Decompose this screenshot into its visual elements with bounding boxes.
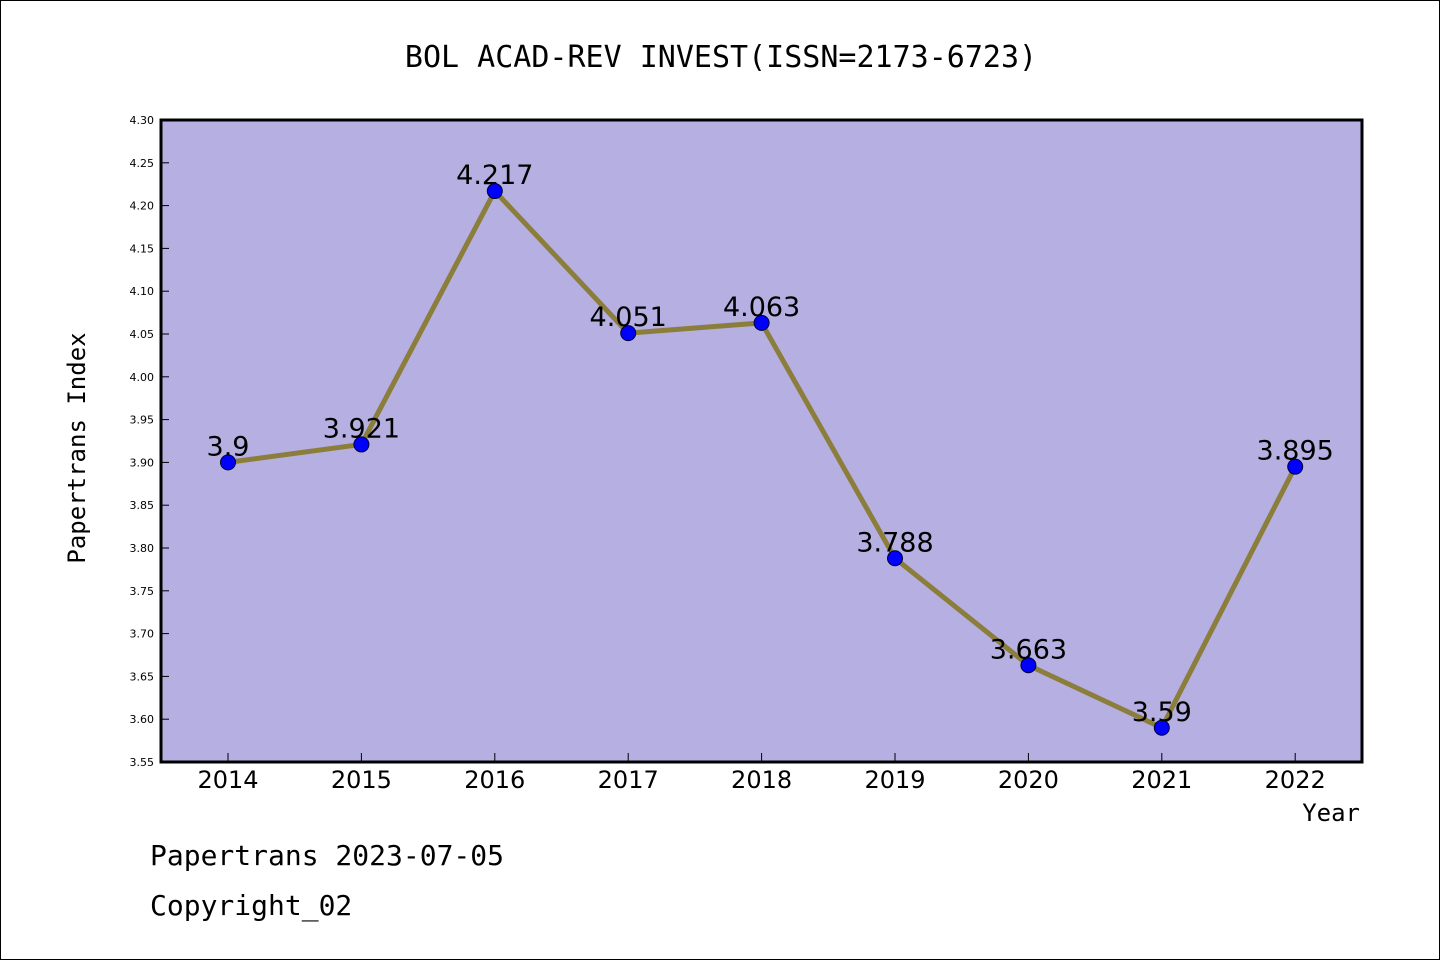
x-tick-label: 2022 [1265, 766, 1326, 794]
data-label: 3.895 [1257, 436, 1334, 467]
data-point-marker [620, 325, 637, 342]
y-tick-label: 4.20 [130, 200, 155, 213]
y-tick-label: 4.30 [130, 114, 155, 127]
data-label: 4.063 [723, 292, 800, 323]
y-tick-label: 3.85 [130, 499, 155, 512]
data-label: 3.59 [1132, 697, 1192, 728]
data-label: 4.051 [590, 302, 667, 333]
data-point-marker [1153, 719, 1170, 736]
data-point-marker [887, 550, 903, 567]
x-tick-label: 2017 [598, 766, 659, 794]
y-tick-label: 3.55 [130, 756, 155, 769]
x-axis-label: Year [1302, 799, 1360, 827]
data-point-marker [220, 454, 236, 471]
y-tick-label: 4.15 [130, 242, 155, 255]
x-tick-label: 2021 [1131, 766, 1192, 794]
x-tick-label: 2014 [197, 766, 258, 794]
data-point-marker [353, 436, 370, 453]
x-tick-label: 2020 [998, 766, 1059, 794]
x-tick-label: 2015 [331, 766, 392, 794]
y-tick-label: 3.80 [130, 542, 155, 555]
x-axis: 2014 2015 2016 2017 2018 2019 2020 2021 2022 [197, 753, 1326, 794]
y-tick-label: 3.75 [130, 585, 155, 598]
x-tick-label: 2016 [464, 766, 525, 794]
data-label: 3.921 [323, 413, 400, 444]
footer-copyright: Copyright_02 [150, 889, 352, 923]
data-labels: 3.9 3.921 4.217 4.051 4.063 3.788 3.663 3.59 3.8… [207, 160, 1334, 728]
y-tick-label: 4.00 [130, 371, 155, 384]
y-axis: 3.55 3.60 3.65 3.70 3.75 3.80 3.85 3.90 3.95 4.00… [130, 114, 169, 769]
x-tick-label: 2018 [731, 766, 792, 794]
data-label: 3.9 [207, 431, 250, 462]
data-point-marker [486, 183, 503, 200]
chart-title: BOL ACAD-REV INVEST(ISSN=2173-6723) [405, 40, 1037, 75]
data-point-marker [1020, 657, 1037, 674]
y-axis-label: Papertrans Index [63, 332, 91, 563]
y-tick-label: 3.60 [130, 713, 155, 726]
data-point-marker [753, 314, 770, 331]
y-tick-label: 3.95 [130, 414, 155, 427]
footer-source: Papertrans 2023-07-05 [150, 839, 504, 872]
data-point-marker [1287, 458, 1304, 475]
y-tick-label: 4.25 [130, 157, 155, 170]
data-label: 3.788 [856, 527, 933, 558]
y-tick-label: 3.90 [130, 456, 155, 469]
y-tick-label: 3.70 [130, 628, 155, 641]
series-line [220, 183, 1304, 736]
y-tick-label: 3.65 [130, 670, 155, 683]
x-tick-label: 2019 [864, 766, 925, 794]
y-tick-label: 4.05 [130, 328, 155, 341]
data-label: 3.663 [990, 634, 1067, 665]
y-tick-label: 4.10 [130, 285, 155, 298]
data-label: 4.217 [456, 160, 533, 191]
